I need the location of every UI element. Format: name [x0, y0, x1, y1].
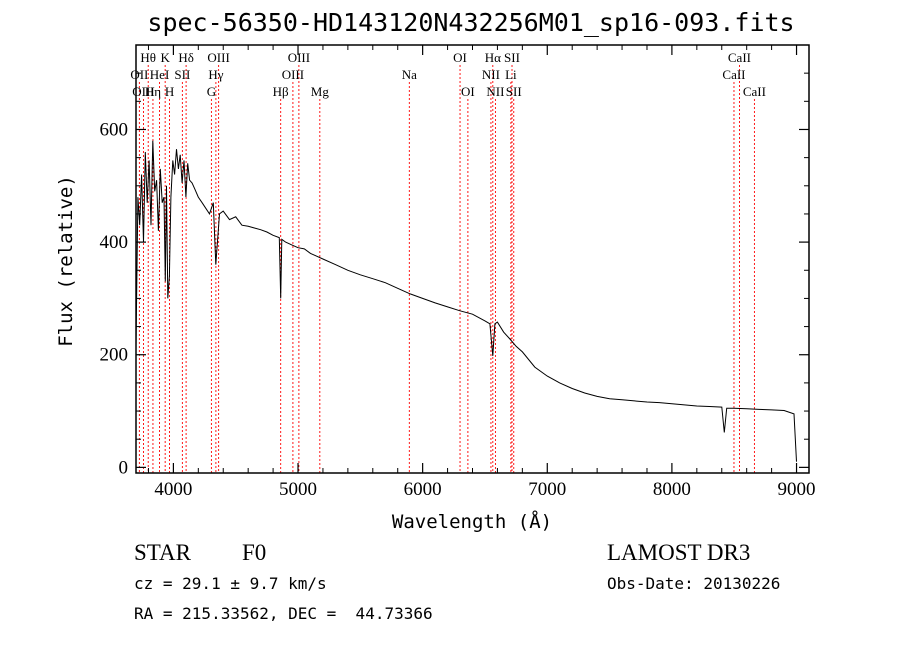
spectral-line-label: NII [486, 84, 504, 99]
spectral-line-label: Na [402, 67, 417, 82]
plot-frame [135, 44, 810, 474]
spectral-line-label: OI [453, 50, 467, 65]
spectral-line-label: NII [482, 67, 500, 82]
spectral-line-label: OIII [282, 67, 304, 82]
object-subclass: F0 [242, 540, 267, 565]
chart-title: spec-56350-HD143120N432256M01_sp16-093.f… [147, 8, 794, 37]
spectral-line-labels: Hθ OII OIII HeI Hη K H Hδ SII OIII Hγ G Hβ OIII OIII Mg… [130, 50, 766, 99]
observation-date: Obs-Date: 20130226 [607, 574, 781, 593]
spectral-line-label: K [160, 50, 170, 65]
y-tick-label: 400 [100, 232, 129, 253]
axis-ticks: 4000 5000 6000 7000 8000 9000 0 200 400 600 [100, 45, 816, 500]
spectral-line-label: SII [506, 84, 522, 99]
spectral-line-label: OIII [288, 50, 310, 65]
spectral-line-label: Hβ [273, 84, 289, 99]
spectral-line-label: CaII [722, 67, 745, 82]
spectral-line-label: OII [130, 67, 148, 82]
spectral-line-label: G [207, 84, 216, 99]
spectral-line-label: Mg [311, 84, 330, 99]
x-tick-label: 6000 [404, 479, 442, 500]
spectral-line-label: Hθ [140, 50, 156, 65]
y-tick-label: 600 [100, 119, 129, 140]
object-class: STAR [134, 540, 191, 565]
spectrum-series-line [135, 140, 797, 462]
x-tick-label: 9000 [778, 479, 816, 500]
x-tick-label: 7000 [528, 479, 566, 500]
x-axis-label: Wavelength (Å) [392, 510, 552, 533]
coordinates-info: RA = 215.33562, DEC = 44.73366 [134, 604, 433, 623]
spectral-line-markers [138, 65, 755, 473]
spectral-line-label: CaII [743, 84, 766, 99]
spectral-line-label: CaII [728, 50, 751, 65]
spectral-line-label: H [165, 84, 174, 99]
spectral-line-label: SII [504, 50, 520, 65]
spectral-line-label: Hγ [208, 67, 223, 82]
x-tick-label: 5000 [279, 479, 317, 500]
y-tick-label: 0 [119, 457, 129, 478]
survey-name: LAMOST DR3 [607, 540, 751, 565]
x-tick-label: 4000 [154, 479, 192, 500]
spectral-line-label: SII [174, 67, 190, 82]
x-tick-label: 8000 [653, 479, 691, 500]
spectral-line-label: OIII [207, 50, 229, 65]
redshift-info: cz = 29.1 ± 9.7 km/s [134, 574, 327, 593]
spectral-line-label: HeI [150, 67, 170, 82]
spectral-line-label: Hδ [178, 50, 194, 65]
y-tick-label: 200 [100, 345, 129, 366]
spectral-line-label: Hη [145, 84, 161, 99]
spectral-line-label: Li [505, 67, 517, 82]
y-axis-label: Flux (relative) [55, 175, 77, 347]
spectral-line-label: Hα [485, 50, 501, 65]
spectral-line-label: OIII [132, 84, 154, 99]
spectral-line-label: OI [461, 84, 475, 99]
